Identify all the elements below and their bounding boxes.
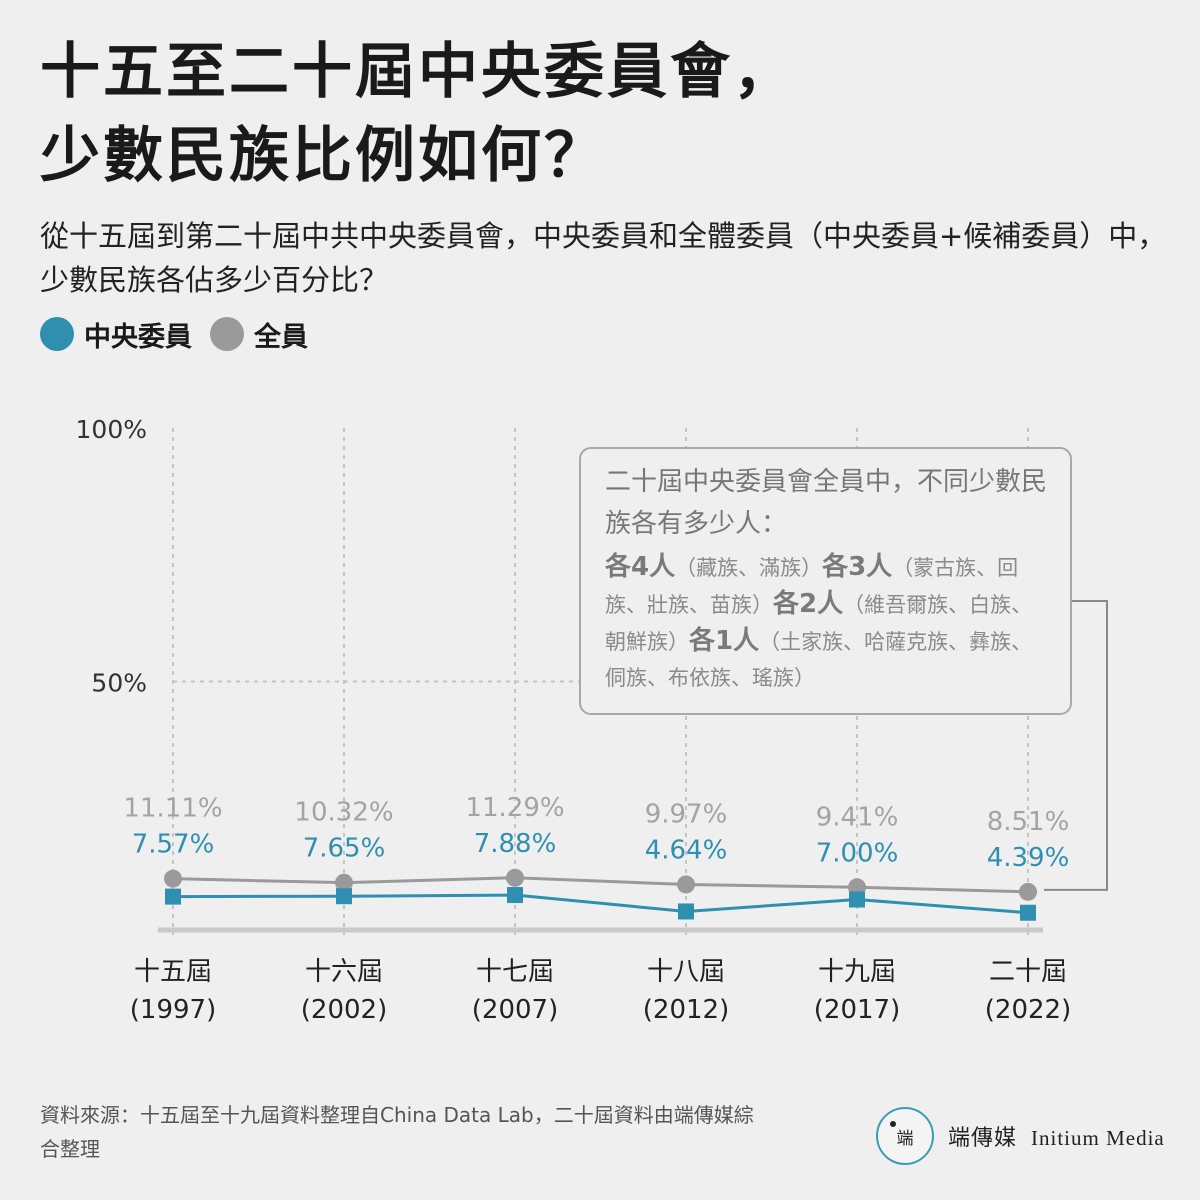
- callout-ethnic-list: （蒙古族、回族、壯族、苗族）: [605, 556, 1019, 617]
- data-label-all: 10.32%: [294, 798, 393, 828]
- series-line-central: [172, 893, 1029, 915]
- x-tick-year-label: (2002): [301, 995, 387, 1025]
- data-point-central: [507, 887, 523, 904]
- data-point-all: [335, 873, 353, 892]
- data-point-central: [678, 903, 694, 920]
- brand-name-cn: 端傳媒: [948, 1126, 1018, 1151]
- x-tick-label: 二十屆: [989, 957, 1067, 987]
- callout-count: 各4人: [605, 552, 676, 582]
- page-title: 十五至二十屆中央委員會， 少數民族比例如何？: [40, 30, 1160, 198]
- brand-name-en: Initium Media: [1031, 1126, 1165, 1150]
- x-tick-label: 十八屆: [647, 957, 725, 987]
- y-tick-label: 100%: [76, 415, 147, 444]
- data-label-all: 9.97%: [645, 799, 728, 829]
- legend-label-central: 中央委員: [84, 321, 192, 353]
- callout-box: 二十屆中央委員會全員中，不同少數民族各有多少人： 各4人（藏族、滿族）各3人（蒙…: [579, 447, 1072, 715]
- data-point-central: [165, 888, 181, 905]
- data-label-central: 7.57%: [132, 830, 215, 860]
- data-label-central: 4.64%: [645, 835, 728, 865]
- data-label-central: 7.88%: [474, 829, 557, 859]
- x-tick-year-label: (2017): [814, 995, 900, 1025]
- legend-label-all: 全員: [254, 321, 308, 353]
- title-line-2: 少數民族比例如何？: [40, 121, 607, 191]
- data-label-central: 7.00%: [816, 838, 899, 868]
- title-line-1: 十五至二十屆中央委員會，: [40, 37, 796, 107]
- callout-count: 各1人: [689, 626, 760, 656]
- data-label-all: 11.11%: [123, 794, 222, 824]
- data-point-all: [1019, 882, 1037, 901]
- data-label-all: 8.51%: [987, 807, 1070, 837]
- legend-item-central: 中央委員: [40, 315, 192, 354]
- callout-body: 各4人（藏族、滿族）各3人（蒙古族、回族、壯族、苗族）各2人（維吾爾族、白族、朝…: [605, 549, 1052, 696]
- x-tick-label: 十七屆: [476, 957, 554, 987]
- callout-heading: 二十屆中央委員會全員中，不同少數民族各有多少人：: [605, 467, 1048, 539]
- x-tick-year-label: (2022): [985, 995, 1071, 1025]
- data-point-all: [506, 868, 524, 887]
- data-point-all: [164, 869, 182, 888]
- x-tick-year-label: (2012): [643, 995, 729, 1025]
- data-label-central: 4.39%: [987, 843, 1070, 873]
- data-label-all: 9.41%: [816, 802, 899, 832]
- data-point-central: [1020, 904, 1036, 921]
- x-tick-year-label: (1997): [130, 995, 216, 1025]
- callout-count: 各3人: [822, 552, 893, 582]
- callout-ethnic-list: （藏族、滿族）: [675, 556, 823, 580]
- x-tick-label: 十九屆: [818, 957, 896, 987]
- line-chart: 100% 50% 十五屆 (1997) 十六屆 (2002) 十七屆 (2007) 十八屆 (20…: [76, 415, 1108, 1025]
- brand-logo-icon: 端: [876, 1107, 934, 1165]
- legend-swatch-all: [210, 317, 244, 351]
- data-point-central: [849, 891, 865, 908]
- data-source-note: 資料來源：十五屆至十九屆資料整理自China Data Lab，二十屆資料由端傳…: [40, 1103, 754, 1161]
- callout-count: 各2人: [773, 589, 844, 619]
- series-line-all: [172, 876, 1029, 894]
- callout-connector: [1044, 600, 1108, 891]
- legend-swatch-central: [40, 317, 74, 351]
- chart-legend: 中央委員 全員: [40, 314, 308, 354]
- page-subtitle: 從十五屆到第二十屆中共中央委員會，中央委員和全體委員（中央委員+候補委員）中，少…: [40, 219, 1167, 297]
- data-label-central: 7.65%: [303, 834, 386, 864]
- data-label-all: 11.29%: [465, 793, 564, 823]
- legend-item-all: 全員: [210, 315, 308, 354]
- x-tick-label: 十六屆: [305, 957, 383, 987]
- data-point-all: [677, 875, 695, 894]
- data-point-central: [336, 888, 352, 905]
- brand-name: 端傳媒 Initium Media: [948, 1120, 1165, 1152]
- y-tick-label: 50%: [91, 669, 147, 698]
- x-tick-year-label: (2007): [472, 995, 558, 1025]
- callout-ethnic-list: （土家族、哈薩克族、彝族、侗族、布依族、瑤族）: [605, 630, 1033, 690]
- callout-ethnic-list: （維吾爾族、白族、朝鮮族）: [605, 593, 1033, 654]
- brand-mark: 端 端傳媒 Initium Media: [876, 1106, 1165, 1166]
- x-tick-label: 十五屆: [134, 957, 212, 987]
